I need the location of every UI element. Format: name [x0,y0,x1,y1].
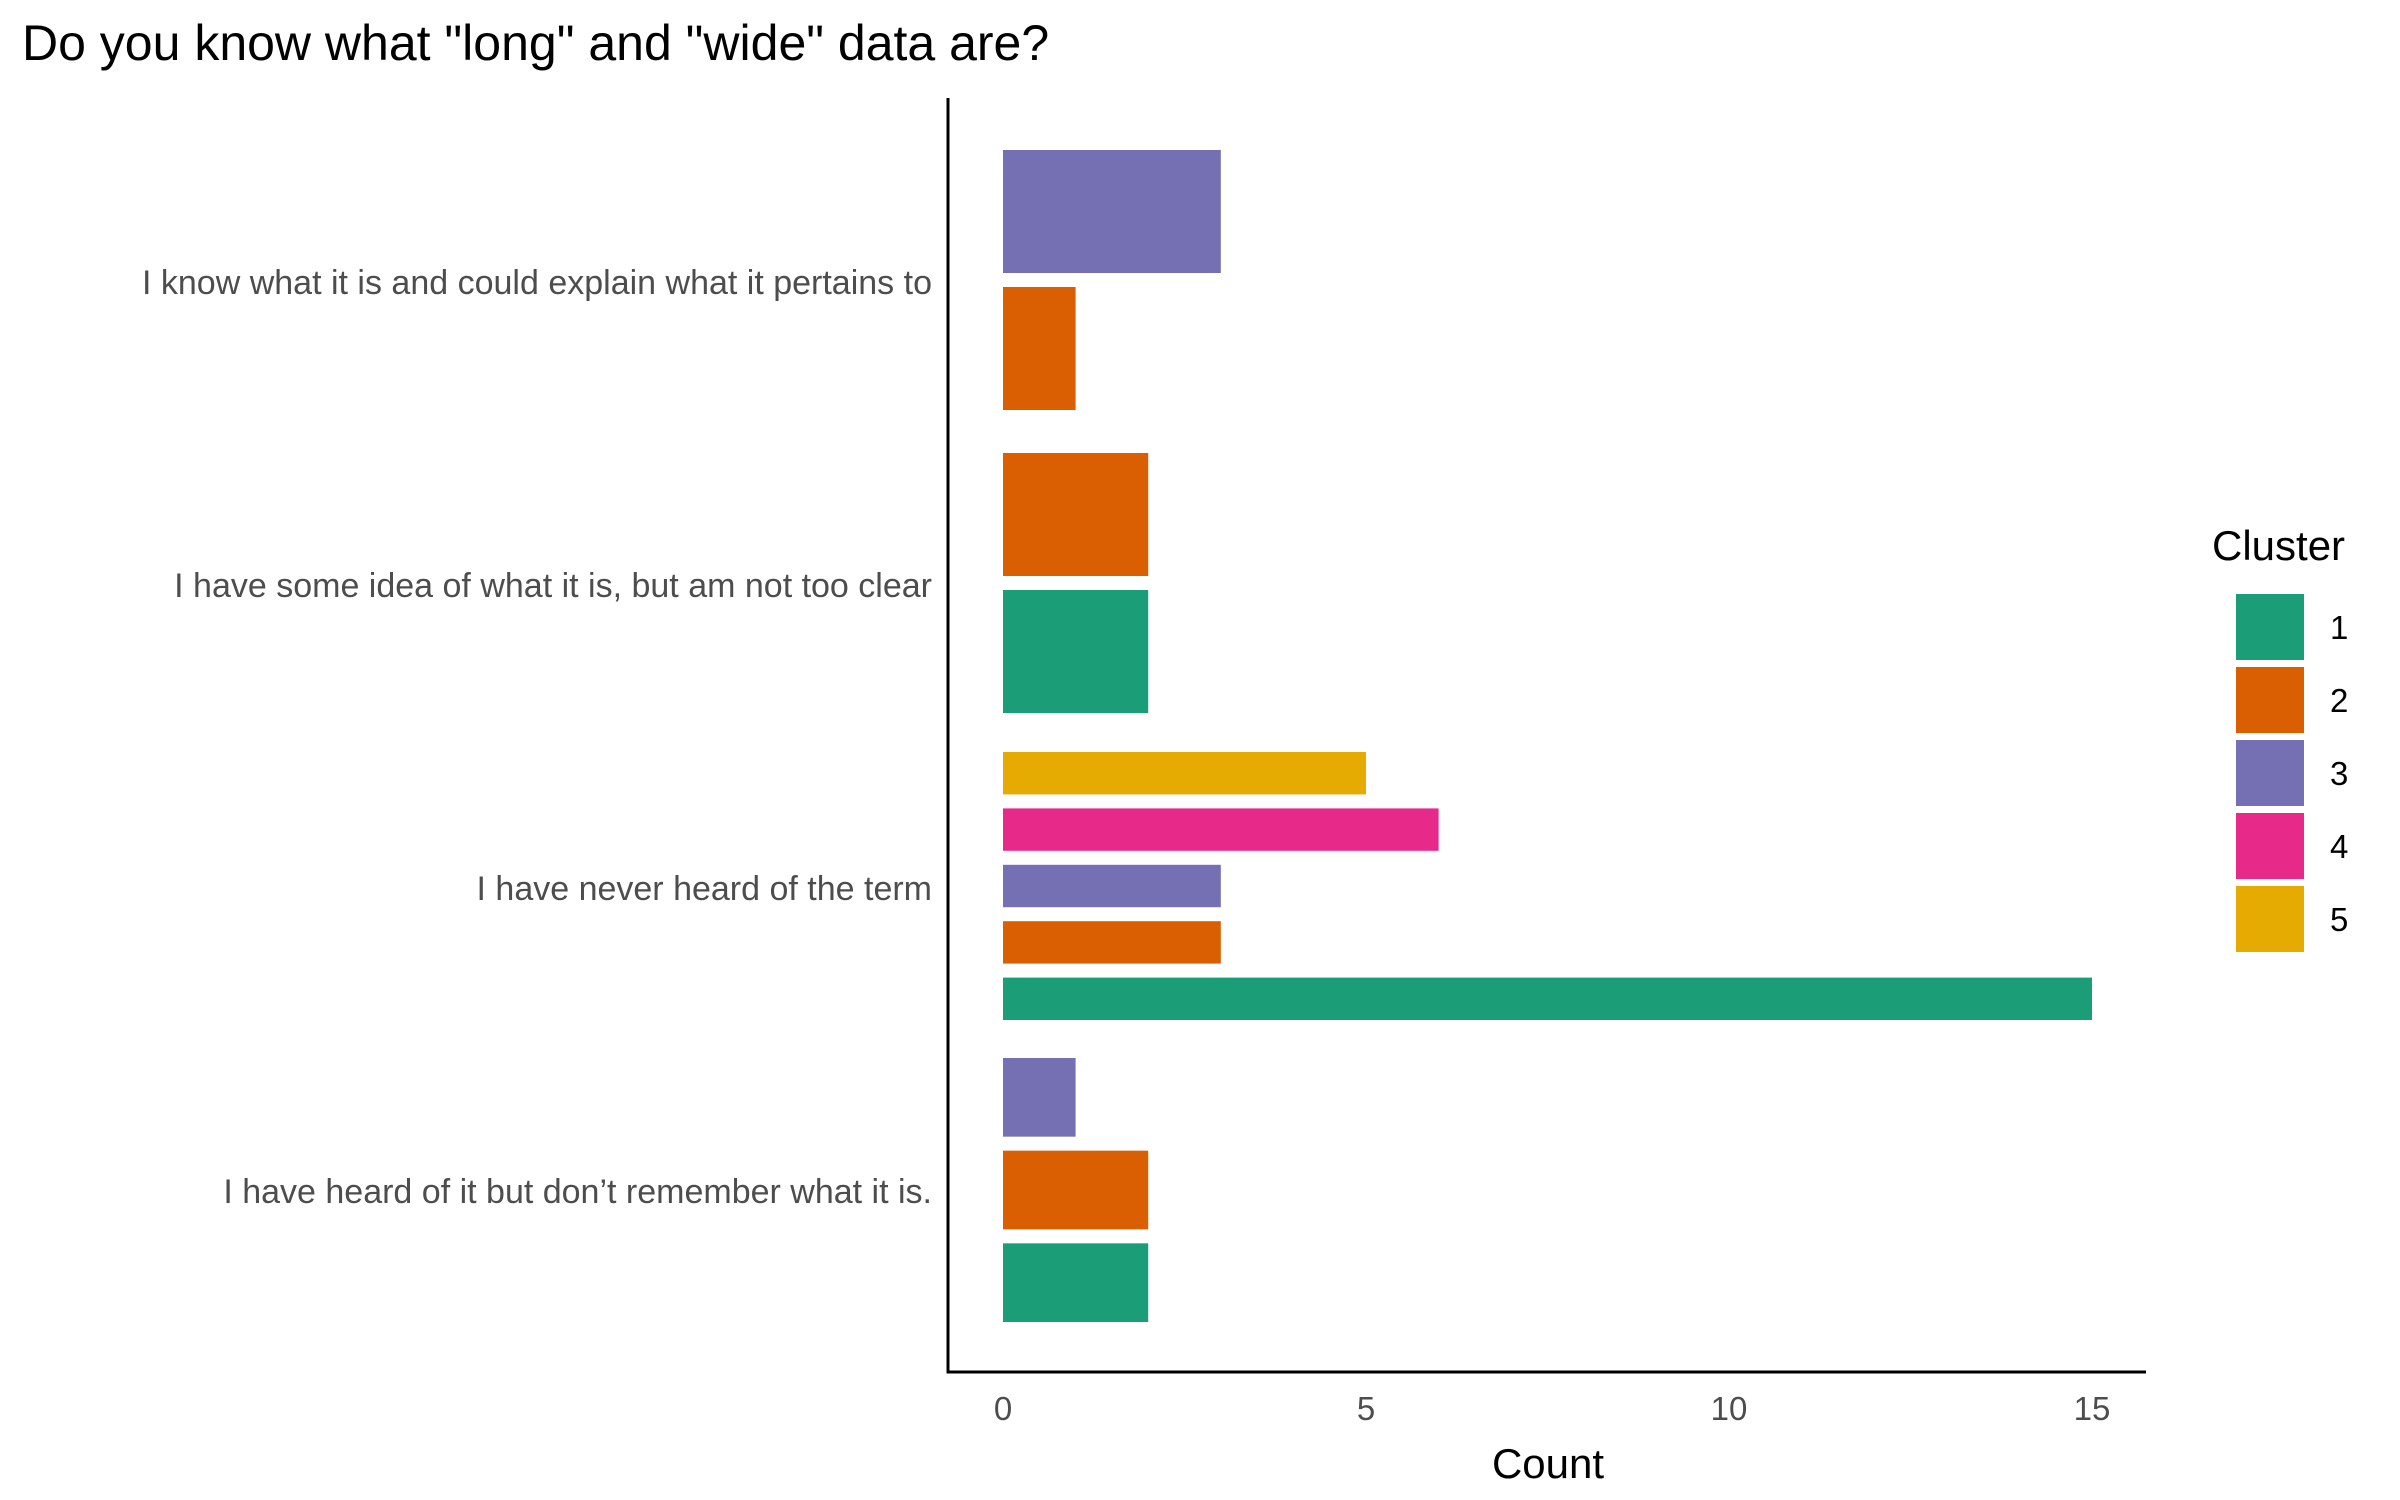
bar-cat2-cluster2 [1003,453,1149,576]
legend-label-2: 2 [2330,682,2348,719]
x-tick-label-5: 5 [1357,1390,1375,1427]
y-category-label-2: I have some idea of what it is, but am n… [174,567,932,605]
bar-cat2-cluster1 [1003,590,1149,713]
y-axis-categories: I know what it is and could explain what… [142,264,932,1211]
y-category-label-4: I have heard of it but don’t remember wh… [223,1173,932,1211]
x-tick-label-10: 10 [1711,1390,1748,1427]
legend-label-5: 5 [2330,901,2348,938]
bar-cat1-cluster3 [1003,150,1221,273]
x-tick-label-0: 0 [994,1390,1012,1427]
legend-swatch-1 [2236,594,2304,660]
chart-title: Do you know what "long" and "wide" data … [22,15,1050,71]
bars-layer [1003,150,2092,1322]
legend-label-3: 3 [2330,755,2348,792]
y-category-label-1: I know what it is and could explain what… [142,264,932,302]
y-category-label-3: I have never heard of the term [477,870,932,908]
x-axis-title: Count [1492,1440,1604,1487]
bar-cat3-cluster5 [1003,752,1366,795]
bar-cat3-cluster2 [1003,921,1221,964]
legend-label-1: 1 [2330,609,2348,646]
legend-swatch-3 [2236,740,2304,806]
x-axis-ticks: 0 5 10 15 [994,1390,2111,1427]
legend-swatch-4 [2236,813,2304,879]
legend-title: Cluster [2212,522,2345,569]
bar-cat4-cluster3 [1003,1058,1076,1137]
bar-cat3-cluster4 [1003,808,1439,851]
legend-items: 1 2 3 4 5 [2236,594,2348,952]
bar-cat4-cluster1 [1003,1243,1149,1322]
x-tick-label-15: 15 [2074,1390,2111,1427]
bar-cat1-cluster2 [1003,287,1076,410]
bar-cat4-cluster2 [1003,1150,1149,1230]
legend-swatch-2 [2236,667,2304,733]
legend-swatch-5 [2236,886,2304,952]
bar-cat3-cluster3 [1003,864,1221,908]
legend-label-4: 4 [2330,828,2348,865]
bar-cat3-cluster1 [1003,977,2092,1020]
legend: Cluster 1 2 3 4 5 [2212,522,2348,952]
